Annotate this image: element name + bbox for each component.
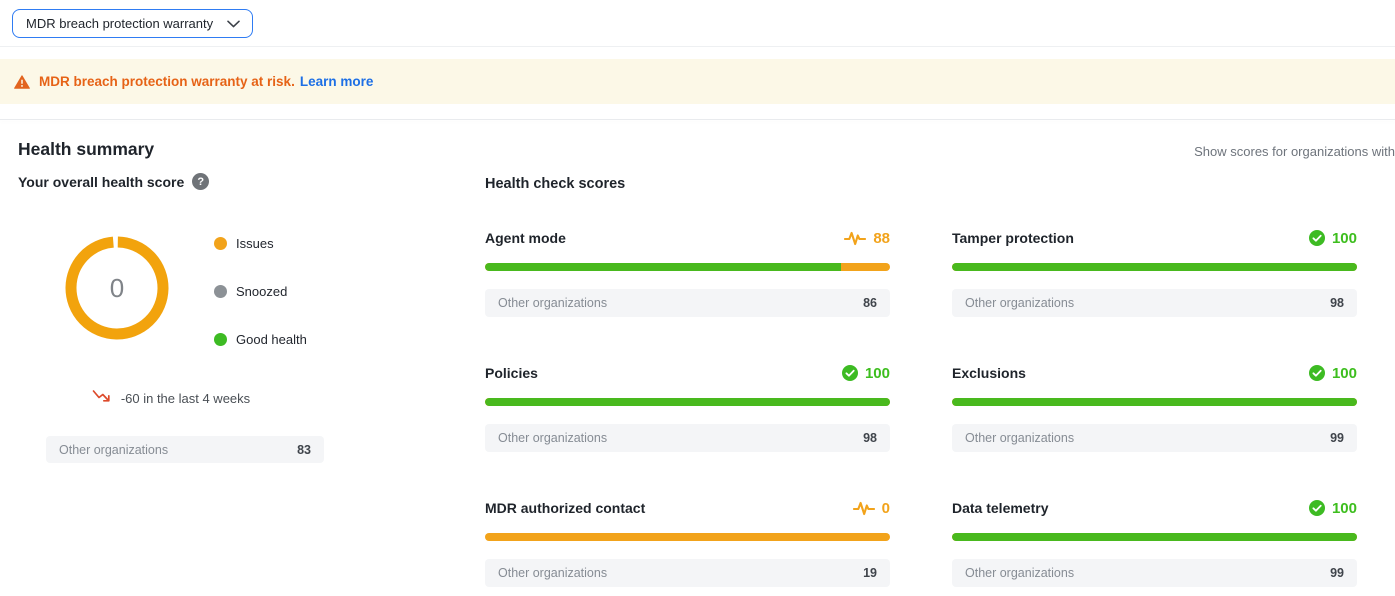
trending-down-icon xyxy=(92,388,113,408)
warning-triangle-icon xyxy=(14,74,30,89)
top-divider xyxy=(0,46,1395,47)
legend-item-good-health: Good health xyxy=(214,332,307,347)
warranty-dropdown[interactable]: MDR breach protection warranty xyxy=(12,9,254,38)
check-score: 0 xyxy=(852,499,890,517)
warranty-dropdown-value: MDR breach protection warranty xyxy=(26,16,214,31)
check-title: Data telemetry xyxy=(952,500,1049,516)
health-check-card-agent-mode: Agent mode 88 Other organizations 86 xyxy=(485,229,890,317)
legend-item-snoozed: Snoozed xyxy=(214,284,307,299)
check-score: 100 xyxy=(841,364,890,382)
health-check-card-exclusions: Exclusions 100 Other organizations 99 xyxy=(952,364,1357,452)
benchmark-row: Other organizations 86 xyxy=(485,289,890,317)
overall-benchmark-row: Other organizations 83 xyxy=(46,436,324,463)
score-bar xyxy=(952,263,1357,271)
score-value: 88 xyxy=(873,229,890,247)
overall-score-value: 0 xyxy=(109,272,125,303)
benchmark-row: Other organizations 99 xyxy=(952,424,1357,452)
overall-score-title: Your overall health score xyxy=(18,173,185,190)
health-check-card-policies: Policies 100 Other organizations 98 xyxy=(485,364,890,452)
benchmark-row: Other organizations 98 xyxy=(485,424,890,452)
check-title: Tamper protection xyxy=(952,230,1074,246)
trend-text: -60 in the last 4 weeks xyxy=(120,390,251,406)
filter-note: Show scores for organizations with xyxy=(1194,144,1395,159)
check-circle-icon xyxy=(1308,500,1325,516)
check-title: Agent mode xyxy=(485,230,566,246)
header-divider xyxy=(0,119,1395,120)
score-value: 100 xyxy=(864,364,890,382)
score-bar xyxy=(952,533,1357,541)
score-bar xyxy=(485,533,890,541)
banner-message: MDR breach protection warranty at risk. xyxy=(39,74,295,89)
warning-banner: MDR breach protection warranty at risk. … xyxy=(0,59,1395,104)
page-title: Health summary xyxy=(18,139,155,159)
score-bar xyxy=(952,398,1357,406)
snoozed-dot-icon xyxy=(214,285,227,298)
issues-dot-icon xyxy=(214,237,227,250)
health-check-card-mdr-authorized-contact: MDR authorized contact 0 Other organizat… xyxy=(485,499,890,587)
checks-title: Health check scores xyxy=(485,176,626,192)
check-circle-icon xyxy=(1308,365,1325,381)
health-check-card-data-telemetry: Data telemetry 100 Other organizations 9… xyxy=(952,499,1357,587)
score-bar xyxy=(485,263,890,271)
check-circle-icon xyxy=(1308,230,1325,246)
overall-score-donut: 0 xyxy=(62,233,172,343)
score-value: 100 xyxy=(1331,229,1357,247)
check-title: MDR authorized contact xyxy=(485,500,646,516)
pulse-icon xyxy=(852,500,875,516)
check-score: 100 xyxy=(1308,229,1357,247)
score-value: 100 xyxy=(1331,364,1357,382)
donut-legend: Issues Snoozed Good health xyxy=(214,236,307,380)
benchmark-row: Other organizations 98 xyxy=(952,289,1357,317)
legend-item-issues: Issues xyxy=(214,236,307,251)
score-value: 0 xyxy=(881,499,890,517)
check-title: Policies xyxy=(485,365,538,381)
benchmark-row: Other organizations 99 xyxy=(952,559,1357,587)
check-score: 100 xyxy=(1308,364,1357,382)
health-check-card-tamper-protection: Tamper protection 100 Other organization… xyxy=(952,229,1357,317)
help-icon[interactable]: ? xyxy=(192,173,210,190)
check-score: 88 xyxy=(844,230,890,247)
score-bar xyxy=(485,398,890,406)
pulse-icon xyxy=(844,230,867,246)
score-value: 100 xyxy=(1331,499,1357,517)
learn-more-link[interactable]: Learn more xyxy=(299,74,374,89)
benchmark-row: Other organizations 19 xyxy=(485,559,890,587)
good-health-dot-icon xyxy=(214,333,227,346)
score-trend: -60 in the last 4 weeks xyxy=(18,388,324,408)
check-score: 100 xyxy=(1308,499,1357,517)
check-circle-icon xyxy=(841,365,858,381)
check-title: Exclusions xyxy=(952,365,1026,381)
chevron-down-icon xyxy=(227,20,240,28)
